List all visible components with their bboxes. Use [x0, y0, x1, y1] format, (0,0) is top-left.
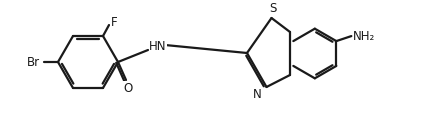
Text: S: S: [269, 2, 276, 16]
Text: Br: Br: [27, 56, 40, 68]
Text: F: F: [111, 16, 117, 28]
Text: O: O: [123, 82, 133, 94]
Text: N: N: [253, 88, 262, 101]
Text: NH₂: NH₂: [353, 30, 376, 43]
Text: HN: HN: [149, 40, 167, 52]
